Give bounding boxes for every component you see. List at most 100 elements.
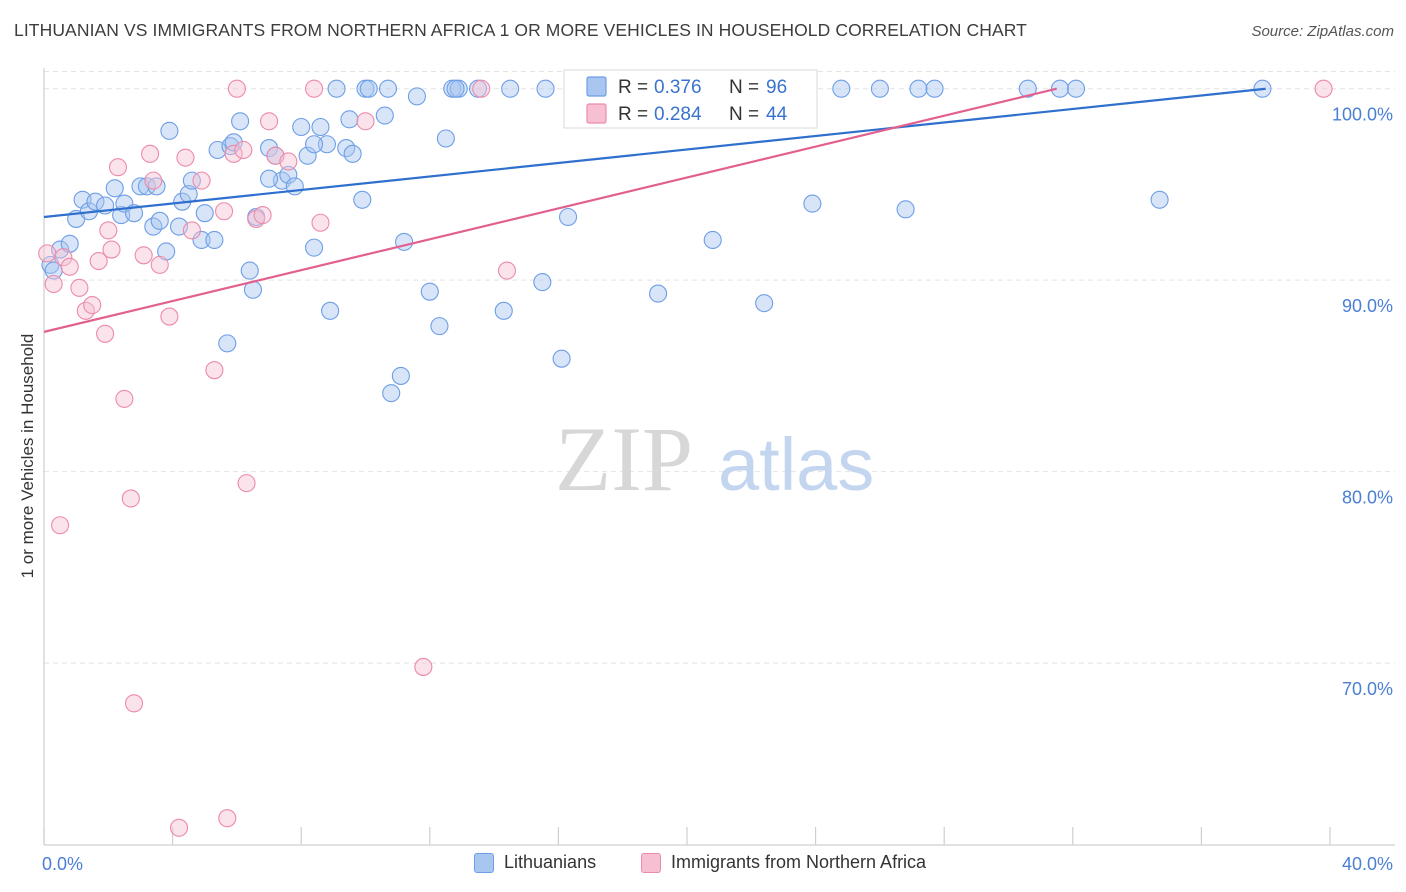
point-immigrants-northern-africa bbox=[44, 274, 63, 294]
point-immigrants-northern-africa bbox=[124, 694, 144, 713]
legend-item-immigrants-northern-africa[interactable]: Immigrants from Northern Africa bbox=[641, 852, 926, 873]
point-lithuanians bbox=[896, 200, 915, 219]
point-immigrants-northern-africa bbox=[227, 79, 246, 98]
point-lithuanians bbox=[359, 79, 378, 98]
y-tick-labels: 70.0% 80.0% 90.0% 100.0% bbox=[1332, 105, 1393, 699]
watermark-atlas: atlas bbox=[718, 423, 874, 506]
y-tick-label: 90.0% bbox=[1342, 296, 1393, 316]
point-lithuanians bbox=[205, 230, 224, 250]
trend-line-lithuanians bbox=[43, 87, 1266, 219]
point-lithuanians bbox=[501, 79, 520, 98]
point-lithuanians bbox=[231, 112, 250, 131]
chart-source: Source: ZipAtlas.com bbox=[1251, 23, 1394, 40]
point-lithuanians bbox=[909, 79, 928, 98]
legend-label-immigrants-northern-africa: Immigrants from Northern Africa bbox=[671, 852, 927, 872]
legend-label-lithuanians: Lithuanians bbox=[504, 852, 597, 872]
stats-r-label: R = bbox=[618, 77, 648, 98]
stats-n-label: N = bbox=[729, 77, 759, 98]
point-lithuanians bbox=[870, 79, 889, 98]
point-lithuanians bbox=[279, 165, 298, 184]
point-lithuanians bbox=[430, 317, 449, 336]
point-lithuanians bbox=[494, 301, 513, 320]
legend-item-lithuanians[interactable]: Lithuanians bbox=[474, 852, 596, 873]
point-immigrants-northern-africa bbox=[108, 158, 127, 177]
point-lithuanians bbox=[558, 207, 578, 227]
y-tick-label: 100.0% bbox=[1332, 105, 1393, 125]
point-immigrants-northern-africa bbox=[224, 144, 243, 163]
legend-swatch-immigrants-northern-africa bbox=[641, 852, 661, 873]
point-immigrants-northern-africa bbox=[83, 296, 102, 315]
point-lithuanians bbox=[195, 204, 214, 223]
point-lithuanians bbox=[436, 129, 455, 148]
point-lithuanians bbox=[353, 190, 372, 209]
point-immigrants-northern-africa bbox=[102, 240, 121, 259]
point-immigrants-northern-africa bbox=[60, 257, 79, 276]
point-lithuanians bbox=[420, 282, 439, 301]
point-lithuanians bbox=[703, 230, 722, 250]
trend-lines bbox=[43, 87, 1266, 333]
point-lithuanians bbox=[378, 79, 398, 98]
point-lithuanians bbox=[86, 192, 105, 211]
point-lithuanians bbox=[340, 110, 359, 129]
point-immigrants-northern-africa bbox=[182, 221, 201, 240]
chart-title: LITHUANIAN VS IMMIGRANTS FROM NORTHERN A… bbox=[14, 20, 1027, 40]
point-lithuanians bbox=[343, 144, 362, 163]
series-legend: Lithuanians Immigrants from Northern Afr… bbox=[0, 850, 1406, 878]
x-tick-label-min: 0.0% bbox=[42, 854, 83, 874]
point-lithuanians bbox=[182, 171, 201, 190]
point-lithuanians bbox=[321, 301, 340, 320]
point-immigrants-northern-africa bbox=[237, 474, 256, 493]
watermark-zip: ZIP bbox=[555, 408, 693, 510]
stats-swatch bbox=[586, 103, 607, 124]
point-lithuanians bbox=[192, 230, 211, 250]
stats-n-value: 96 bbox=[766, 77, 787, 98]
point-immigrants-northern-africa bbox=[1314, 79, 1333, 98]
point-immigrants-northern-africa bbox=[176, 148, 195, 167]
point-lithuanians bbox=[259, 139, 279, 158]
point-lithuanians bbox=[1050, 79, 1069, 98]
point-lithuanians bbox=[446, 79, 465, 98]
point-immigrants-northern-africa bbox=[99, 221, 118, 240]
point-immigrants-northern-africa bbox=[169, 818, 189, 837]
stats-r-label: R = bbox=[618, 104, 648, 125]
point-lithuanians bbox=[1150, 190, 1169, 209]
point-lithuanians bbox=[311, 117, 330, 137]
point-immigrants-northern-africa bbox=[96, 324, 115, 343]
point-lithuanians bbox=[755, 294, 774, 313]
y-tick-label: 80.0% bbox=[1342, 488, 1393, 508]
point-lithuanians bbox=[317, 135, 336, 154]
point-immigrants-northern-africa bbox=[51, 516, 70, 535]
axes bbox=[43, 68, 1395, 846]
point-immigrants-northern-africa bbox=[234, 140, 253, 160]
point-immigrants-northern-africa bbox=[54, 248, 73, 267]
stats-r-value: 0.284 bbox=[654, 104, 702, 125]
y-tick-label: 70.0% bbox=[1342, 679, 1393, 699]
point-lithuanians bbox=[147, 177, 166, 196]
stats-n-value: 44 bbox=[766, 104, 788, 125]
point-lithuanians bbox=[259, 169, 279, 188]
point-lithuanians bbox=[552, 349, 571, 368]
legend-swatch-lithuanians bbox=[474, 852, 494, 873]
point-immigrants-northern-africa bbox=[115, 389, 134, 408]
point-lithuanians bbox=[105, 179, 124, 198]
point-immigrants-northern-africa bbox=[218, 809, 237, 828]
data-points bbox=[38, 79, 1333, 837]
point-lithuanians bbox=[298, 146, 317, 165]
point-lithuanians bbox=[240, 261, 259, 280]
point-lithuanians bbox=[218, 334, 237, 353]
point-immigrants-northern-africa bbox=[214, 202, 234, 221]
stats-r-value: 0.376 bbox=[654, 77, 702, 98]
point-immigrants-northern-africa bbox=[279, 152, 298, 171]
point-immigrants-northern-africa bbox=[150, 255, 169, 274]
point-lithuanians bbox=[407, 87, 426, 106]
point-immigrants-northern-africa bbox=[134, 246, 153, 265]
point-immigrants-northern-africa bbox=[414, 657, 433, 676]
point-lithuanians bbox=[305, 135, 324, 154]
point-lithuanians bbox=[803, 194, 822, 213]
point-lithuanians bbox=[382, 384, 401, 403]
point-lithuanians bbox=[305, 238, 324, 257]
point-lithuanians bbox=[1066, 79, 1086, 98]
point-lithuanians bbox=[292, 117, 311, 137]
grid-lines bbox=[44, 70, 1395, 664]
